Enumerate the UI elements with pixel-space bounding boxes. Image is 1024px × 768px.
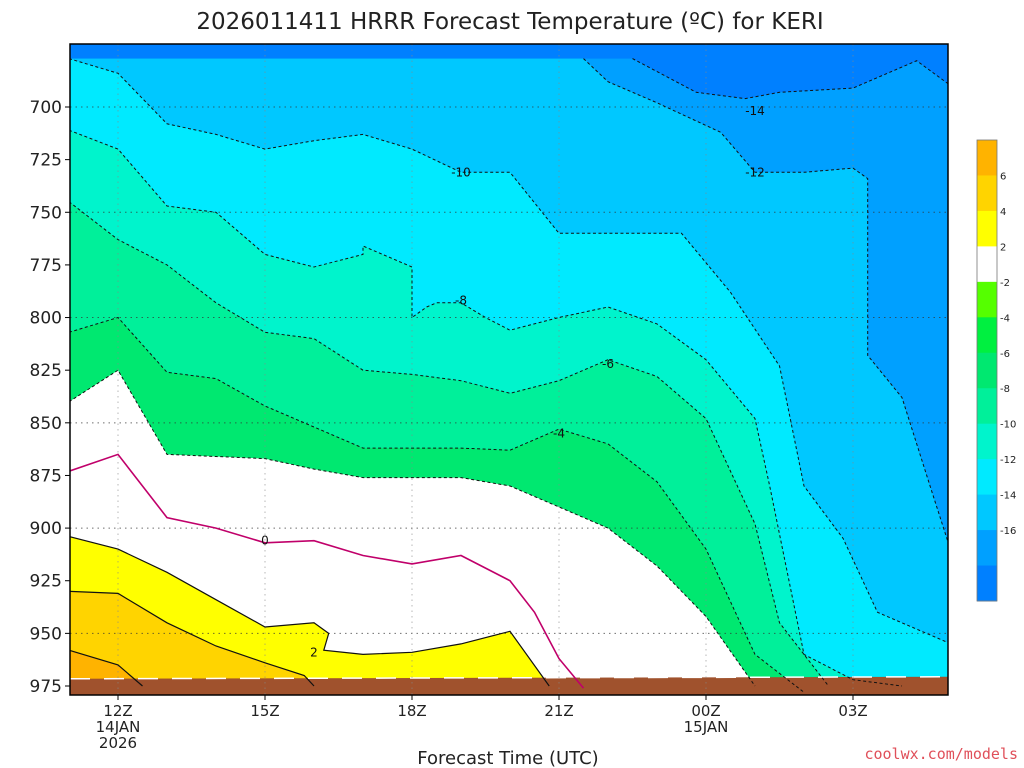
chart-title: 2026011411 HRRR Forecast Temperature (ºC… [196, 9, 823, 35]
colorbar-swatch [977, 459, 997, 496]
y-tick-label: 925 [30, 572, 62, 592]
contour-plus4 [70, 590, 315, 687]
y-tick-label: 800 [30, 309, 62, 329]
colorbar-swatch [977, 423, 997, 460]
contour-0-freezing-line [70, 453, 585, 689]
credit-text[interactable]: coolwx.com/models [864, 745, 1018, 763]
axes: 70072575077580082585087590092595097512Z1… [30, 43, 949, 752]
band-minus2-plus2-white [70, 370, 948, 695]
y-tick-label: 875 [30, 466, 62, 486]
colorbar-tick-label: -16 [1000, 526, 1016, 537]
y-tick-label: 775 [30, 256, 62, 276]
contour-minus14 [632, 58, 948, 100]
contour-minus4 [70, 316, 805, 693]
contour-label: -10 [451, 165, 471, 179]
colorbar-frame [976, 139, 998, 602]
grid-lines [70, 44, 948, 695]
contour-minus6 [70, 201, 829, 687]
terrain-edge [69, 676, 949, 680]
x-tick-label: 00Z [691, 702, 720, 720]
x-tick-label: 18Z [397, 702, 426, 720]
x-tick-label: 15JAN [684, 718, 729, 736]
colorbar-swatch [977, 352, 997, 389]
terrain-strip [70, 676, 948, 695]
x-tick-label: 14JAN [96, 718, 141, 736]
plot-area [69, 44, 949, 695]
plot-frame [69, 43, 949, 696]
colorbar-swatch [977, 246, 997, 283]
colorbar-swatch [977, 530, 997, 567]
contour-minus12 [583, 58, 948, 544]
contour-minus2 [70, 369, 756, 687]
filled-bands [70, 44, 948, 695]
colorbar-swatch [977, 175, 997, 212]
y-tick-label: 975 [30, 677, 62, 697]
contour-label: -12 [745, 165, 765, 179]
contour-label: -6 [602, 357, 614, 371]
contour-label: 2 [310, 645, 318, 659]
colorbar-swatch [977, 494, 997, 531]
colorbar-swatch [977, 565, 997, 602]
x-tick-label: 21Z [544, 702, 573, 720]
y-tick-label: 725 [30, 151, 62, 171]
y-tick-label: 825 [30, 361, 62, 381]
y-tick-label: 750 [30, 203, 62, 223]
y-tick-label: 950 [30, 624, 62, 644]
x-tick-label: 12Z [103, 702, 132, 720]
colorbar-swatch [977, 210, 997, 247]
colorbar-tick-label: 6 [1000, 171, 1006, 182]
colorbar-swatch [977, 140, 997, 176]
contour-label: -4 [553, 426, 565, 440]
x-tick-label: 03Z [838, 702, 867, 720]
colorbar-swatch [977, 388, 997, 425]
y-tick-label: 900 [30, 519, 62, 539]
contour-plus6 [70, 649, 143, 687]
colorbar-swatch [977, 317, 997, 354]
colorbar-tick-label: -14 [1000, 491, 1016, 502]
contour-minus8 [70, 130, 903, 687]
colorbar-tick-label: -6 [1000, 349, 1010, 360]
contour-minus10 [70, 58, 948, 644]
x-tick-label: 2026 [99, 734, 137, 752]
colorbar-tick-label: 2 [1000, 242, 1006, 253]
y-tick-label: 850 [30, 414, 62, 434]
contour-label: -8 [455, 294, 467, 308]
contour-label: 0 [261, 534, 269, 548]
colorbar-tick-label: -4 [1000, 313, 1010, 324]
colorbar-tick-label: -12 [1000, 455, 1016, 466]
colorbar-tick-label: 4 [1000, 207, 1006, 218]
colorbar-tick-label: -10 [1000, 420, 1016, 431]
contour-lines: -14 -12 -10 -8 -6 -4 0 2 [70, 58, 948, 693]
colorbar-tick-label: -8 [1000, 384, 1010, 395]
colorbar-tick-label: -2 [1000, 278, 1010, 289]
x-axis-label: Forecast Time (UTC) [417, 748, 598, 768]
colorbar: 6 4 2 -2 -4 -6 -8 -10 -12 -14 -16 [976, 139, 1016, 602]
x-tick-label: 15Z [250, 702, 279, 720]
colorbar-swatch [977, 281, 997, 318]
band-4-6 [70, 591, 314, 695]
contour-plus2 [70, 536, 550, 687]
contour-label: -14 [745, 104, 765, 118]
y-tick-label: 700 [30, 98, 62, 118]
